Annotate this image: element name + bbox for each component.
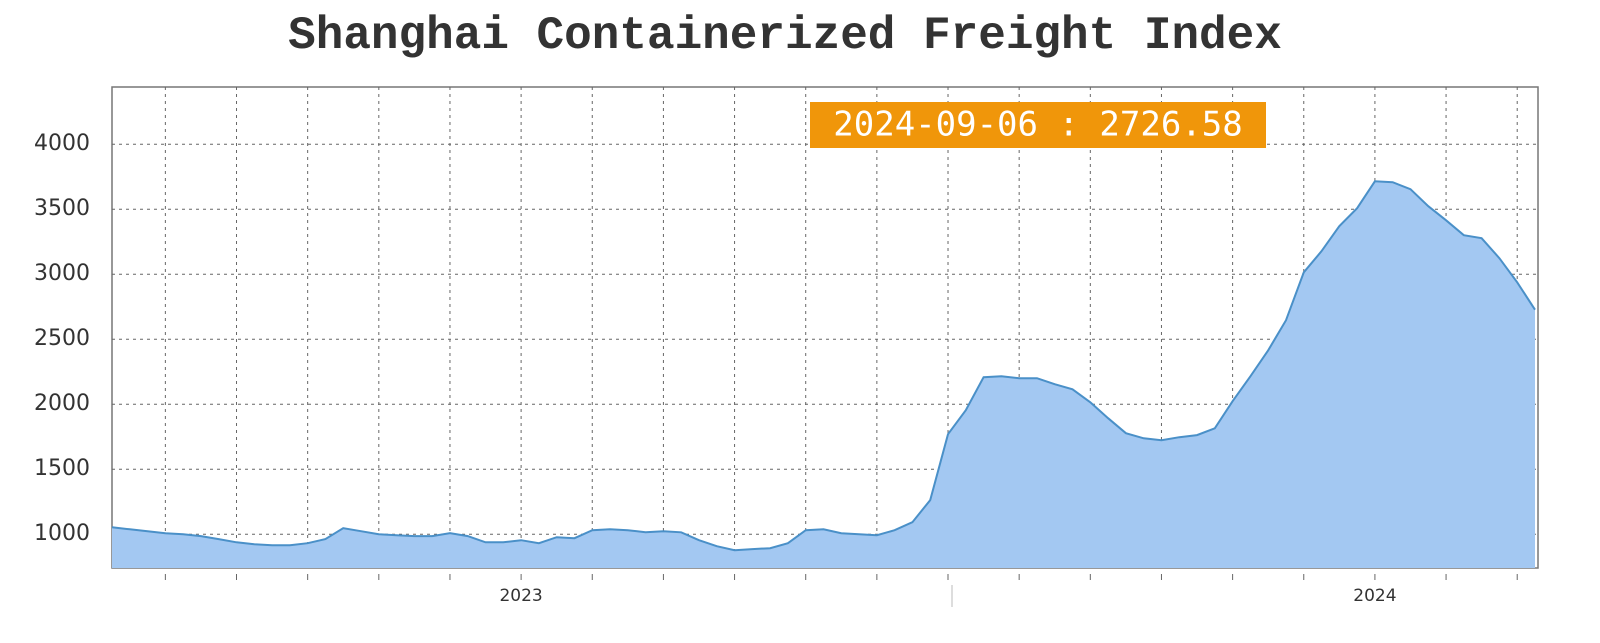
area: [112, 181, 1535, 569]
x-tick-label: 2023: [499, 586, 542, 606]
annotation: 2024-09-06 : 2726.58: [833, 105, 1242, 145]
y-tick-label: 2000: [34, 391, 90, 416]
y-tick-label: 2500: [34, 326, 90, 351]
chart-title: Shanghai Containerized Freight Index: [288, 10, 1282, 62]
line: [111, 180, 1536, 552]
y-tick-label: 4000: [34, 131, 90, 156]
annotation-box: [810, 102, 1266, 148]
y-tick-label: 1500: [34, 456, 90, 481]
x-tick-label: 2024: [1353, 586, 1396, 606]
y-tick-label: 3500: [34, 196, 90, 221]
y-tick-label: 1000: [34, 521, 90, 546]
y-tick-label: 3000: [34, 261, 90, 286]
